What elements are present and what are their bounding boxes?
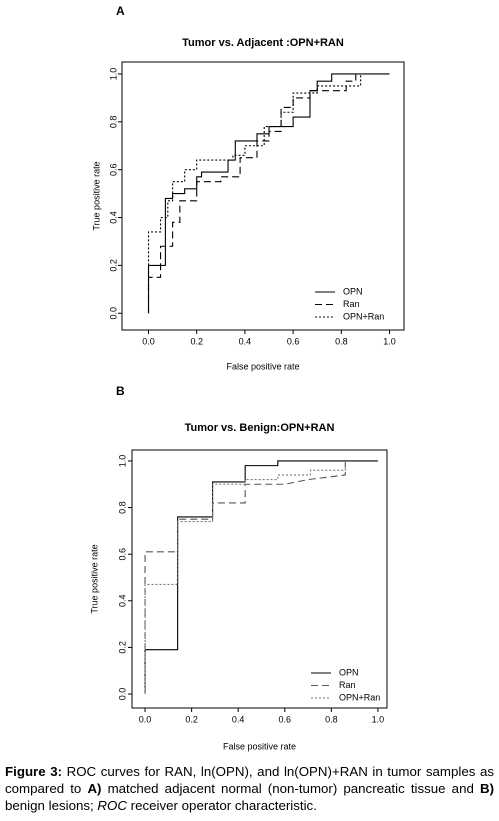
panel-label: B — [116, 384, 125, 398]
y-tick-label: 0.4 — [108, 211, 118, 224]
plot-frame — [131, 449, 388, 709]
x-axis-label: False positive rate — [226, 361, 299, 371]
caption-text: B) — [479, 781, 494, 796]
panel-label: A — [116, 4, 125, 18]
y-tick-label: 1.0 — [117, 455, 127, 468]
roc-curve — [147, 73, 362, 290]
legend-label: OPN — [339, 667, 359, 677]
x-tick-label: 0.2 — [185, 714, 198, 724]
roc-curve — [144, 460, 346, 695]
legend-label: OPN — [343, 286, 363, 296]
x-tick-label: 1.0 — [372, 714, 385, 724]
caption-text: Figure 3: — [5, 764, 63, 779]
x-axis-label: False positive rate — [223, 741, 296, 751]
caption-text: ROC — [97, 798, 127, 813]
roc-curve — [147, 73, 357, 314]
figure: A Tumor vs. Adjacent :OPN+RAN False positi… — [89, 4, 405, 751]
y-tick-label: 0.6 — [108, 163, 118, 176]
x-tick-label: 0.6 — [279, 714, 292, 724]
roc-curve — [144, 460, 378, 695]
chart-title: Tumor vs. Benign:OPN+RAN — [185, 422, 335, 434]
caption-text: benign lesions; — [5, 798, 98, 813]
y-tick-label: 0.2 — [117, 641, 127, 654]
legend-label: Ran — [339, 680, 356, 690]
x-tick-label: 0.4 — [239, 336, 252, 346]
x-tick-label: 0.0 — [142, 336, 155, 346]
y-axis-label: True positive rate — [91, 161, 101, 230]
chart-title: Tumor vs. Adjacent :OPN+RAN — [182, 37, 344, 49]
roc-curve — [144, 460, 346, 695]
y-tick-label: 0.8 — [117, 501, 127, 514]
x-tick-label: 0.2 — [190, 336, 203, 346]
caption-text: ROC curves for RAN, ln(OPN), and ln(OPN)… — [5, 764, 494, 796]
plot-frame — [121, 61, 405, 331]
y-tick-label: 0.0 — [117, 688, 127, 701]
x-tick-label: 0.6 — [287, 336, 300, 346]
caption: Figure 3: ROC curves for RAN, ln(OPN), a… — [5, 763, 494, 814]
y-tick-label: 1.0 — [108, 68, 118, 81]
legend-label: OPN+Ran — [343, 311, 384, 321]
x-tick-label: 0.8 — [325, 714, 338, 724]
x-tick-label: 0.8 — [335, 336, 348, 346]
caption-text: A) — [87, 781, 102, 796]
caption-text: matched adjacent normal (non-tumor) panc… — [101, 781, 480, 796]
y-tick-label: 0.2 — [108, 259, 118, 272]
legend-label: Ran — [343, 299, 360, 309]
x-tick-label: 0.4 — [232, 714, 245, 724]
y-tick-label: 0.6 — [117, 548, 127, 561]
y-tick-label: 0.0 — [108, 307, 118, 320]
legend-label: OPN+Ran — [339, 692, 380, 702]
x-tick-label: 1.0 — [383, 336, 396, 346]
x-tick-label: 0.0 — [139, 714, 152, 724]
caption-text: receiver operator characteristic. — [126, 798, 317, 813]
y-tick-label: 0.4 — [117, 595, 127, 608]
roc-curve — [147, 73, 390, 314]
y-axis-label: True positive rate — [89, 544, 99, 613]
y-tick-label: 0.8 — [108, 116, 118, 129]
